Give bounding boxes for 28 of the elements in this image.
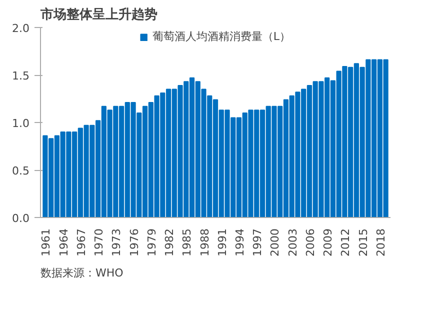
- x-tick-label: 1967: [74, 228, 88, 256]
- chart-title: 市场整体呈上升趋势: [40, 6, 158, 22]
- x-tick-label: 2018: [374, 228, 388, 256]
- y-tick-label: 0.5: [12, 164, 30, 178]
- x-tick-label: 2000: [268, 228, 282, 256]
- x-tick-label: 1973: [110, 228, 124, 256]
- x-tick-label: 2012: [339, 228, 352, 256]
- x-tick-label: 1991: [216, 228, 229, 256]
- x-tick-label: 1994: [233, 228, 246, 256]
- legend-label: 葡萄酒人均酒精消费量（L）: [152, 29, 291, 44]
- y-tick-label: 2.0: [12, 22, 30, 35]
- x-tick-label: 2015: [356, 228, 370, 256]
- x-tick-label: 1970: [92, 228, 106, 256]
- y-tick-label: 1.5: [12, 70, 30, 82]
- x-tick-label: 2006: [304, 228, 317, 256]
- x-tick-label: 1976: [128, 228, 141, 256]
- x-tick-label: 1979: [145, 228, 158, 256]
- x-tick-label: 1964: [57, 228, 70, 256]
- y-tick-label: 0.0: [12, 212, 30, 225]
- x-tick-label: 1982: [163, 228, 176, 256]
- y-tick-label: 1.0: [12, 117, 30, 130]
- x-tick-label: 1961: [40, 228, 53, 256]
- x-tick-label: 1985: [180, 228, 194, 256]
- x-tick-label: 2003: [286, 228, 300, 256]
- x-tick-label: 2009: [322, 228, 335, 256]
- x-tick-label: 1988: [198, 228, 212, 256]
- x-tick-label: 1997: [251, 228, 264, 256]
- source-note: 数据来源：WHO: [40, 266, 124, 280]
